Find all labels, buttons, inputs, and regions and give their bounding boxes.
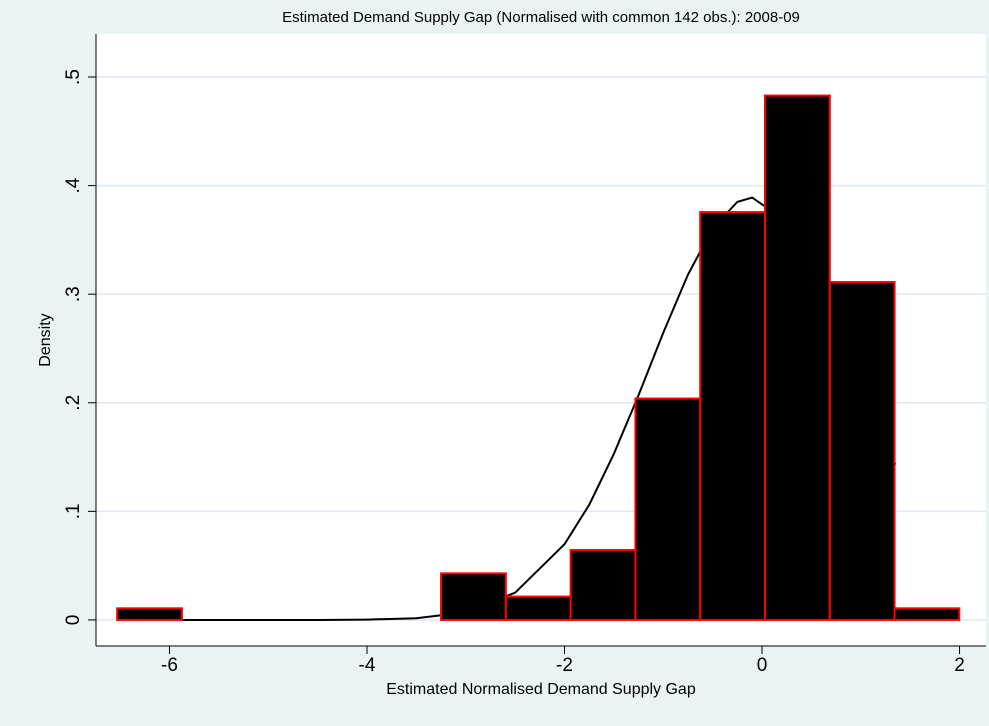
x-tick-label: 2 [954,655,965,676]
chart-title: Estimated Demand Supply Gap (Normalised … [282,9,800,26]
y-tick-label: .1 [63,503,84,519]
bar [634,397,702,621]
y-tick-label: .3 [63,286,84,302]
y-tick-label: .4 [63,177,84,193]
y-axis-label: Density [37,313,54,366]
x-tick-label: -4 [359,655,376,676]
x-axis-label: Estimated Normalised Demand Supply Gap [386,681,696,698]
x-tick-label: -6 [161,655,178,676]
bar [893,607,961,621]
bar [116,607,183,621]
bar [763,94,831,621]
x-tick-label: -2 [556,655,573,676]
y-tick-label: .2 [63,395,84,411]
bar [569,549,637,621]
y-tick-label: 0 [63,615,84,626]
bar [504,595,572,621]
bar [699,211,766,621]
bar [440,572,507,621]
bar [828,281,896,621]
x-tick-label: 0 [757,655,768,676]
y-tick-label: .5 [63,69,84,85]
